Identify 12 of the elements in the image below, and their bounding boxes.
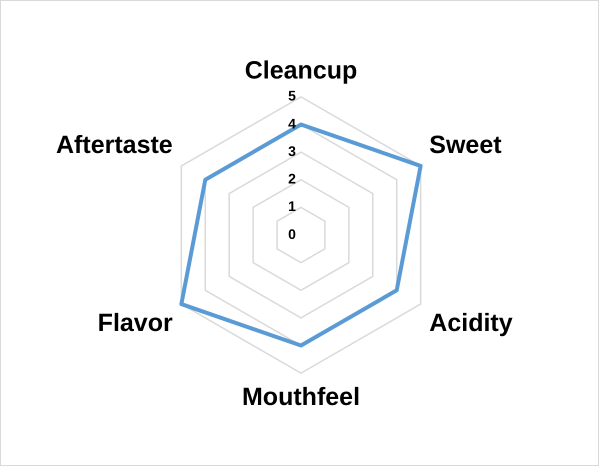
y-tick-label: 4: [288, 115, 296, 132]
spoke-label: Aftertaste: [56, 130, 173, 159]
spoke-label: Mouthfeel: [242, 383, 360, 412]
y-tick-label: 1: [288, 198, 296, 214]
spoke-label: Cleancup: [244, 56, 358, 85]
y-tick-label: 3: [288, 142, 296, 159]
spoke-label: Flavor: [98, 308, 173, 337]
spoke-label: Sweet: [429, 130, 502, 159]
y-tick-label: 5: [288, 88, 296, 104]
spoke-label: Acidity: [429, 308, 513, 337]
y-tick-label: 0: [288, 226, 296, 242]
y-tick-label: 2: [288, 170, 296, 187]
